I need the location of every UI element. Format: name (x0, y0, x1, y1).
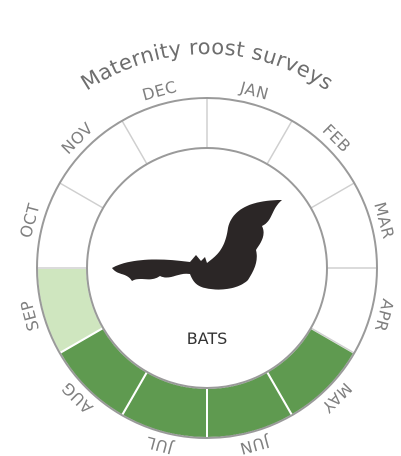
bat-icon (112, 200, 282, 290)
month-segment (267, 120, 355, 208)
month-label: JUN (238, 432, 273, 456)
segment-divider (59, 182, 104, 209)
month-label: JUL (144, 433, 176, 456)
segment-divider (310, 182, 355, 209)
center-label: BATS (187, 329, 228, 348)
month-segment (37, 183, 104, 268)
month-label: SEP (17, 298, 43, 333)
month-label: APR (371, 297, 398, 334)
month-segment (207, 98, 292, 165)
segment-divider (121, 120, 148, 165)
month-label: JAN (237, 78, 271, 104)
month-segment (122, 98, 207, 165)
segment-divider (266, 120, 293, 165)
segment-divider (310, 327, 355, 354)
title-text: Maternity roost surveys (77, 35, 338, 95)
title: Maternity roost surveys (77, 35, 338, 95)
month-label: DEC (140, 77, 179, 104)
month-segment (59, 120, 147, 208)
outer-circle (36, 97, 378, 439)
month-segment (310, 183, 377, 268)
month-label: OCT (16, 201, 43, 240)
month-segment (310, 268, 377, 353)
